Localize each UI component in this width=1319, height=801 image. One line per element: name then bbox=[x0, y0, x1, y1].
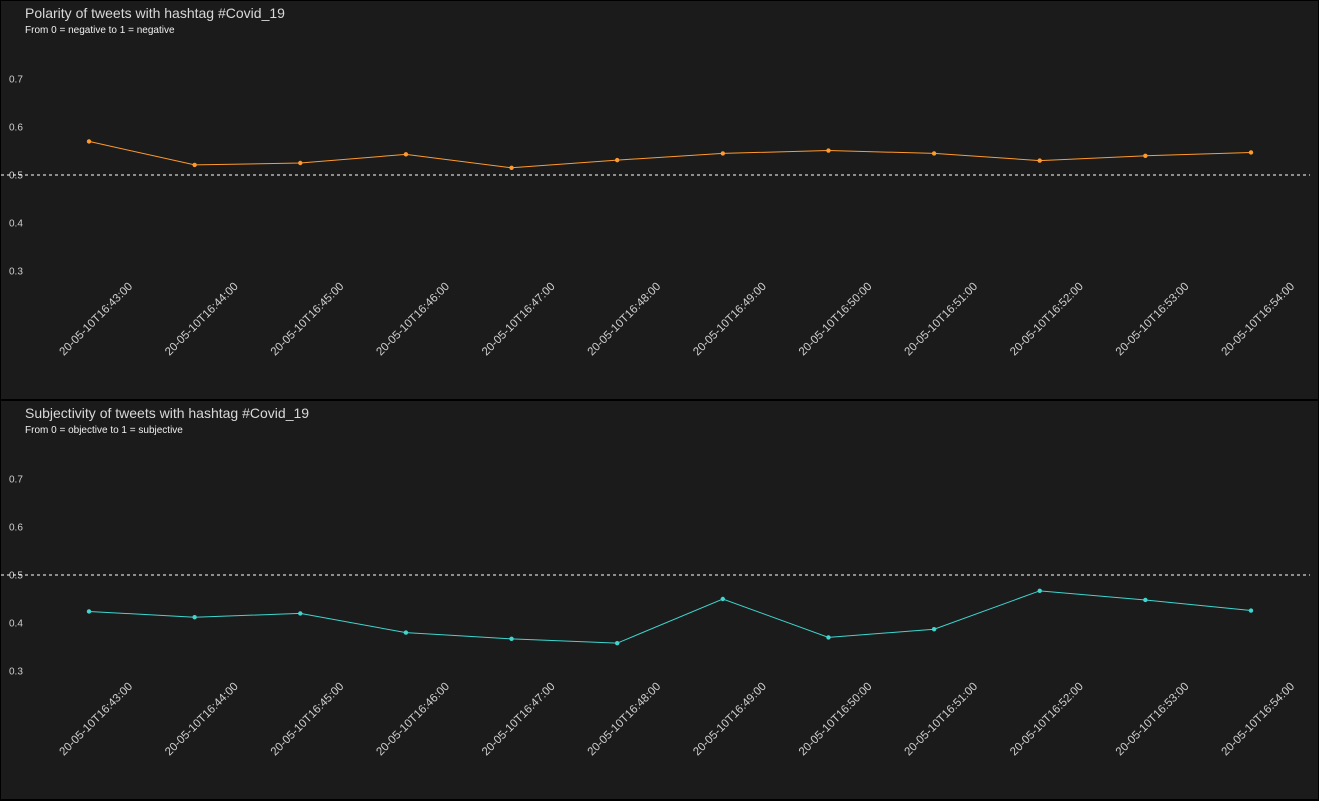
subjectivity-ytick-label: 0.4 bbox=[9, 619, 23, 630]
polarity-data-point bbox=[826, 148, 831, 153]
subjectivity-data-point bbox=[1037, 588, 1042, 594]
polarity-xtick-label: 20-05-10T16:53:00 bbox=[1114, 281, 1192, 359]
polarity-data-point bbox=[509, 165, 514, 170]
subjectivity-xtick-label: 20-05-10T16:46:00 bbox=[374, 681, 452, 759]
polarity-xtick-label: 20-05-10T16:50:00 bbox=[797, 281, 875, 359]
polarity-data-point bbox=[720, 151, 726, 156]
subjectivity-ytick-label: 0.6 bbox=[9, 523, 23, 534]
subjectivity-data-point bbox=[1248, 608, 1254, 613]
subjectivity-chart-panel: Subjectivity of tweets with hashtag #Cov… bbox=[0, 400, 1319, 800]
subjectivity-xtick-label: 20-05-10T16:43:00 bbox=[57, 681, 135, 759]
subjectivity-xtick-label: 20-05-10T16:51:00 bbox=[903, 681, 981, 759]
subjectivity-chart-plot: 0.7 0.6 0.5 0.4 0.3 20-05-10T16:43:00 20-05-10… bbox=[1, 475, 1310, 759]
polarity-xtick-label: 20-05-10T16:43:00 bbox=[57, 281, 135, 359]
subjectivity-xtick-label: 20-05-10T16:44:00 bbox=[163, 681, 241, 759]
subjectivity-data-point bbox=[1143, 597, 1148, 603]
polarity-data-point bbox=[192, 162, 197, 168]
polarity-ytick-label: 0.4 bbox=[9, 219, 23, 230]
polarity-ytick-label: 0.5 bbox=[9, 171, 23, 182]
polarity-xtick-label: 20-05-10T16:46:00 bbox=[374, 281, 452, 359]
polarity-chart-title: Polarity of tweets with hashtag #Covid_1… bbox=[25, 5, 285, 21]
polarity-xtick-label: 20-05-10T16:45:00 bbox=[269, 281, 347, 359]
polarity-data-point bbox=[1037, 158, 1042, 163]
subjectivity-xtick-label: 20-05-10T16:54:00 bbox=[1219, 681, 1297, 759]
subjectivity-ytick-label: 0.5 bbox=[9, 571, 23, 582]
polarity-data-point bbox=[1143, 153, 1148, 158]
polarity-xtick-label: 20-05-10T16:47:00 bbox=[480, 281, 558, 359]
polarity-ytick-label: 0.7 bbox=[9, 75, 23, 86]
polarity-xtick-label: 20-05-10T16:51:00 bbox=[903, 281, 981, 359]
subjectivity-chart-title: Subjectivity of tweets with hashtag #Cov… bbox=[25, 405, 310, 421]
subjectivity-xtick-label: 20-05-10T16:45:00 bbox=[269, 681, 347, 759]
subjectivity-series-line bbox=[88, 590, 1252, 644]
polarity-chart-plot: 0.7 0.6 0.5 0.4 0.3 20-05-10T16:43:00 20-05-10… bbox=[1, 75, 1310, 359]
polarity-series-line bbox=[88, 140, 1252, 169]
subjectivity-data-point bbox=[403, 630, 409, 635]
polarity-xtick-label: 20-05-10T16:54:00 bbox=[1219, 281, 1297, 359]
polarity-chart-subtitle: From 0 = negative to 1 = negative bbox=[25, 25, 175, 36]
polarity-data-point bbox=[403, 152, 409, 157]
polarity-chart-panel: Polarity of tweets with hashtag #Covid_1… bbox=[0, 0, 1319, 400]
subjectivity-data-point bbox=[931, 627, 937, 632]
polarity-xtick-label: 20-05-10T16:48:00 bbox=[586, 281, 664, 359]
subjectivity-ytick-label: 0.7 bbox=[9, 475, 23, 486]
polarity-data-point bbox=[931, 151, 937, 156]
polarity-xtick-label: 20-05-10T16:49:00 bbox=[691, 281, 769, 359]
subjectivity-data-point bbox=[86, 609, 92, 614]
subjectivity-data-point bbox=[509, 636, 514, 642]
subjectivity-data-point bbox=[614, 640, 620, 646]
polarity-xtick-label: 20-05-10T16:44:00 bbox=[163, 281, 241, 359]
polarity-data-point bbox=[1248, 150, 1254, 155]
subjectivity-xtick-label: 20-05-10T16:50:00 bbox=[797, 681, 875, 759]
subjectivity-ytick-label: 0.3 bbox=[9, 667, 23, 678]
subjectivity-data-point bbox=[298, 611, 303, 616]
subjectivity-data-point bbox=[720, 596, 726, 602]
subjectivity-xtick-label: 20-05-10T16:52:00 bbox=[1008, 681, 1086, 759]
subjectivity-xtick-label: 20-05-10T16:47:00 bbox=[480, 681, 558, 759]
subjectivity-xtick-label: 20-05-10T16:53:00 bbox=[1114, 681, 1192, 759]
subjectivity-chart-subtitle: From 0 = objective to 1 = subjective bbox=[25, 425, 183, 436]
subjectivity-xtick-label: 20-05-10T16:48:00 bbox=[586, 681, 664, 759]
polarity-xtick-label: 20-05-10T16:52:00 bbox=[1008, 281, 1086, 359]
polarity-data-point bbox=[86, 139, 92, 144]
polarity-ytick-label: 0.6 bbox=[9, 123, 23, 134]
subjectivity-data-point bbox=[826, 635, 831, 640]
polarity-ytick-label: 0.3 bbox=[9, 267, 23, 278]
subjectivity-xtick-label: 20-05-10T16:49:00 bbox=[691, 681, 769, 759]
polarity-data-point bbox=[614, 157, 620, 163]
subjectivity-data-point bbox=[192, 615, 197, 620]
polarity-data-point bbox=[298, 160, 303, 166]
